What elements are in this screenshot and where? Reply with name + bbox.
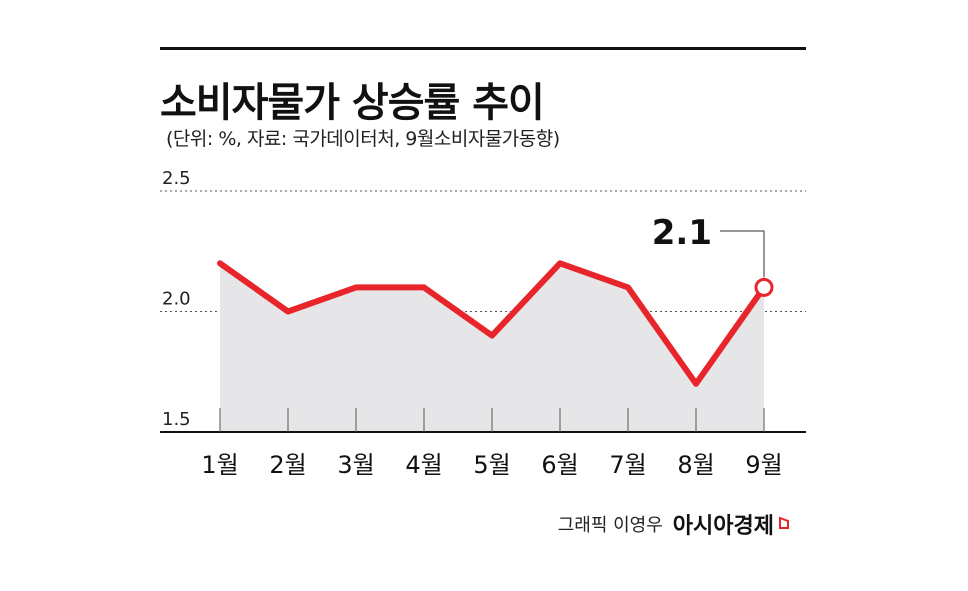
x-tick-label: 7월 — [609, 451, 646, 479]
x-tick-label: 8월 — [677, 451, 714, 479]
x-tick-label: 9월 — [745, 451, 782, 479]
credit: 그래픽 이영우 아시아경제 — [558, 508, 790, 540]
area-fill — [220, 263, 764, 432]
top-rule — [160, 47, 806, 50]
x-tick-label: 2월 — [269, 451, 306, 479]
x-tick-label: 6월 — [541, 451, 578, 479]
credit-text: 그래픽 이영우 — [557, 515, 663, 536]
callout: 2.1 — [652, 213, 765, 278]
callout-value: 2.1 — [652, 213, 712, 253]
chart-title: 소비자물가 상승률 추이 — [160, 80, 545, 126]
brand-mark-icon — [779, 516, 789, 529]
area-fill-layer — [220, 263, 764, 432]
series-line-layer — [217, 260, 774, 387]
axis-labels: 1.5 2.0 2.5 1월 2월 3월 4월 5월 6월 7월 8월 9월 — [162, 168, 783, 479]
callout-leader — [720, 230, 765, 278]
series-line — [217, 260, 767, 387]
y-tick-label: 1.5 — [162, 409, 191, 430]
x-tick-label: 1월 — [201, 451, 238, 479]
x-tick-label: 3월 — [337, 451, 374, 479]
chart-subtitle: (단위: %, 자료: 국가데이터처, 9월소비자물가동향) — [166, 128, 560, 150]
brand-logo: 아시아경제 — [672, 514, 774, 539]
highlight-point — [754, 277, 774, 297]
x-tick-label: 5월 — [473, 451, 510, 479]
y-tick-label: 2.5 — [162, 168, 191, 189]
y-tick-label: 2.0 — [162, 289, 191, 310]
x-tick-label: 4월 — [405, 451, 442, 479]
x-axis — [160, 408, 806, 433]
